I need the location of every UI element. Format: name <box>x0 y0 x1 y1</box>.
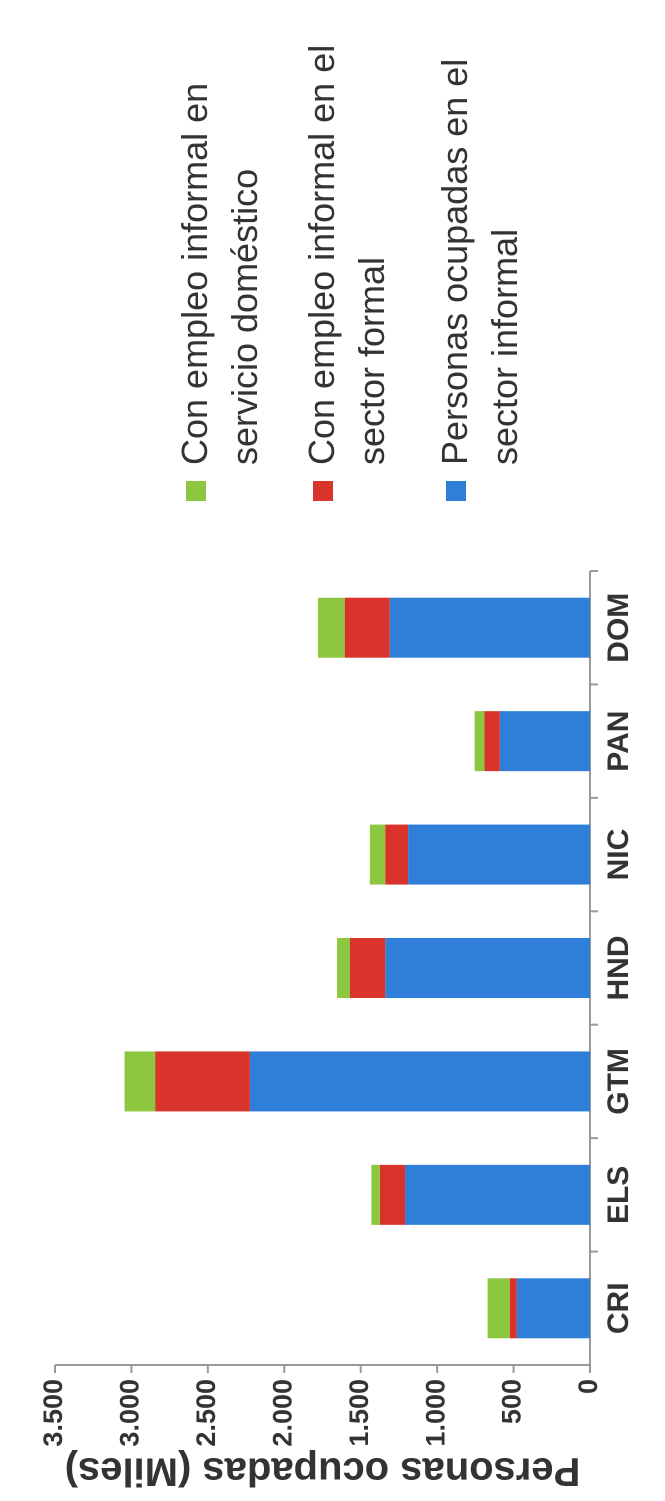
bar-segment <box>369 824 386 885</box>
bar-segment <box>405 1164 590 1225</box>
bar-segment <box>484 711 500 772</box>
legend-swatch <box>446 481 466 501</box>
legend-label: Con empleo informal en servicio doméstic… <box>174 82 265 465</box>
x-tick-label: ELS <box>602 1166 635 1224</box>
bar-segment <box>487 1278 510 1339</box>
y-tick-label: 1.000 <box>420 1379 450 1447</box>
bar-segment <box>474 711 485 772</box>
bar-segment <box>389 597 590 658</box>
legend-label: Con empleo informal en el sector formal <box>301 44 392 465</box>
y-tick-label: 1.500 <box>344 1379 374 1447</box>
legend-swatch <box>313 481 333 501</box>
y-tick-label: 2.500 <box>191 1379 221 1447</box>
y-tick-label: 500 <box>497 1379 527 1424</box>
x-tick-label: CRI <box>602 1282 635 1334</box>
y-tick-label: 0 <box>573 1379 603 1394</box>
bar-segment <box>344 597 390 658</box>
x-tick-label: NIC <box>602 829 635 881</box>
bar-segment <box>317 597 345 658</box>
bar-segment <box>124 1051 156 1112</box>
y-tick-label: 3.000 <box>115 1379 145 1447</box>
bar-segment <box>385 824 409 885</box>
bar-segment <box>249 1051 590 1112</box>
legend-label: Personas ocupadas en el sector informal <box>434 58 525 465</box>
legend-item: Con empleo informal en el sector formal <box>297 21 397 501</box>
x-tick-label: HND <box>602 936 635 1001</box>
legend-item: Con empleo informal en servicio doméstic… <box>170 21 270 501</box>
y-tick-label: 2.000 <box>267 1379 297 1447</box>
bar-segment <box>371 1164 380 1225</box>
legend-item: Personas ocupadas en el sector informal <box>430 21 530 501</box>
x-tick-label: DOM <box>602 593 635 663</box>
bar-segment <box>408 824 590 885</box>
bar-segment <box>337 938 351 998</box>
x-tick-label: PAN <box>602 711 635 772</box>
x-tick-label: GTM <box>602 1048 635 1115</box>
bar-segment <box>350 938 386 998</box>
bar-segment <box>516 1278 591 1339</box>
bar-segment <box>155 1051 250 1112</box>
legend-swatch <box>186 481 206 501</box>
bar-segment <box>385 938 590 998</box>
bar-segment <box>509 1278 517 1339</box>
y-axis-title: Personas ocupadas (Miles) <box>65 1449 581 1493</box>
bar-segment <box>499 711 591 772</box>
y-tick-label: 3.500 <box>38 1379 68 1447</box>
bar-segment <box>379 1164 406 1225</box>
